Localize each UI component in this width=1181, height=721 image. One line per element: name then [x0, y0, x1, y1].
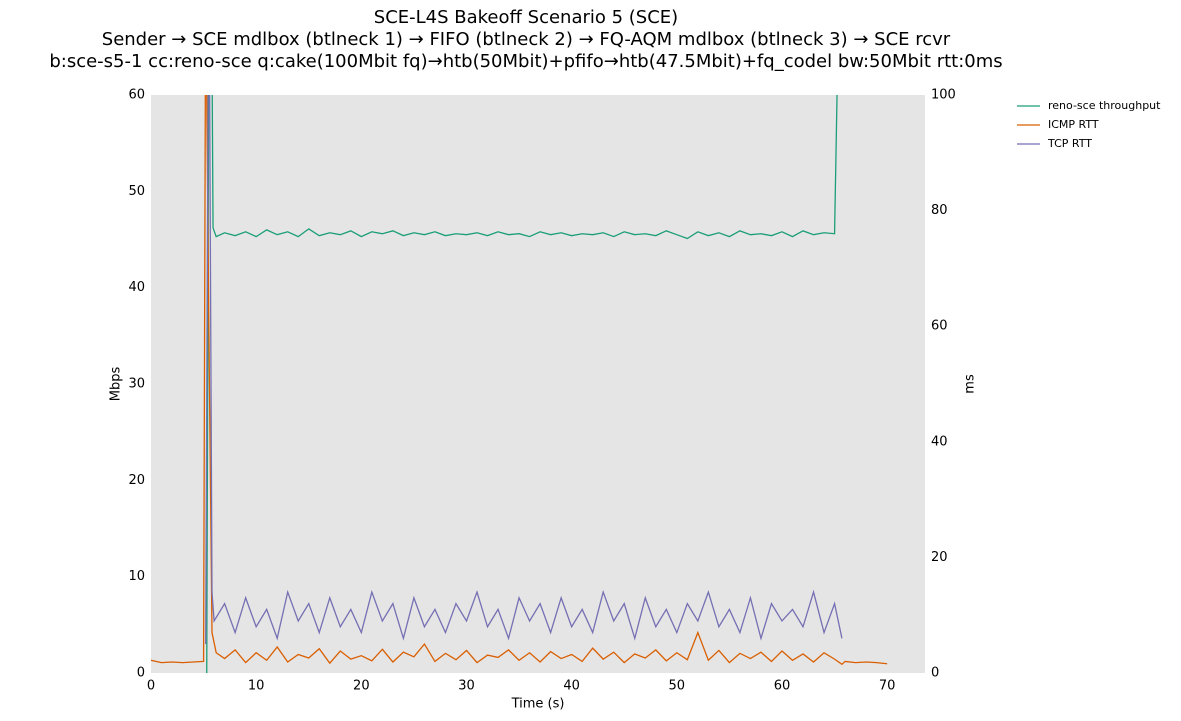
x-tick-label: 40 [563, 679, 580, 694]
y2-tick-label: 80 [931, 203, 948, 218]
y2-tick-label: 100 [931, 88, 956, 103]
y-tick-label: 50 [128, 184, 145, 199]
x-axis-label: Time (s) [511, 697, 565, 712]
x-tick-label: 30 [458, 679, 475, 694]
series-line [206, 95, 838, 673]
x-tick-label: 20 [353, 679, 370, 694]
x-tick-label: 70 [879, 679, 896, 694]
x-tick-label: 0 [147, 679, 155, 694]
y2-tick-label: 0 [931, 666, 939, 681]
chart-subtitle: b:sce-s5-1 cc:reno-sce q:cake(100Mbit fq… [49, 51, 1002, 72]
x-tick-label: 50 [669, 679, 686, 694]
y-tick-label: 0 [137, 666, 145, 681]
y2-axis-label: ms [963, 374, 978, 394]
series-line [151, 95, 888, 666]
y-tick-label: 10 [128, 569, 145, 584]
y-tick-label: 30 [128, 377, 145, 392]
plot-background [151, 95, 925, 673]
y-tick-label: 20 [128, 473, 145, 488]
legend-label: ICMP RTT [1048, 118, 1099, 131]
y-tick-label: 40 [128, 280, 145, 295]
chart-subtitle: Sender → SCE mdlbox (btlneck 1) → FIFO (… [102, 29, 951, 50]
x-tick-label: 10 [248, 679, 265, 694]
series-line [205, 95, 843, 645]
legend-label: TCP RTT [1047, 137, 1092, 150]
y-axis-label: Mbps [109, 367, 124, 402]
plot-lines [151, 95, 888, 673]
y2-tick-label: 60 [931, 319, 948, 334]
y2-tick-label: 20 [931, 550, 948, 565]
x-tick-label: 60 [774, 679, 791, 694]
chart-title: SCE-L4S Bakeoff Scenario 5 (SCE) [374, 7, 678, 28]
y-tick-label: 60 [128, 88, 145, 103]
legend-label: reno-sce throughput [1048, 99, 1161, 112]
y2-tick-label: 40 [931, 434, 948, 449]
